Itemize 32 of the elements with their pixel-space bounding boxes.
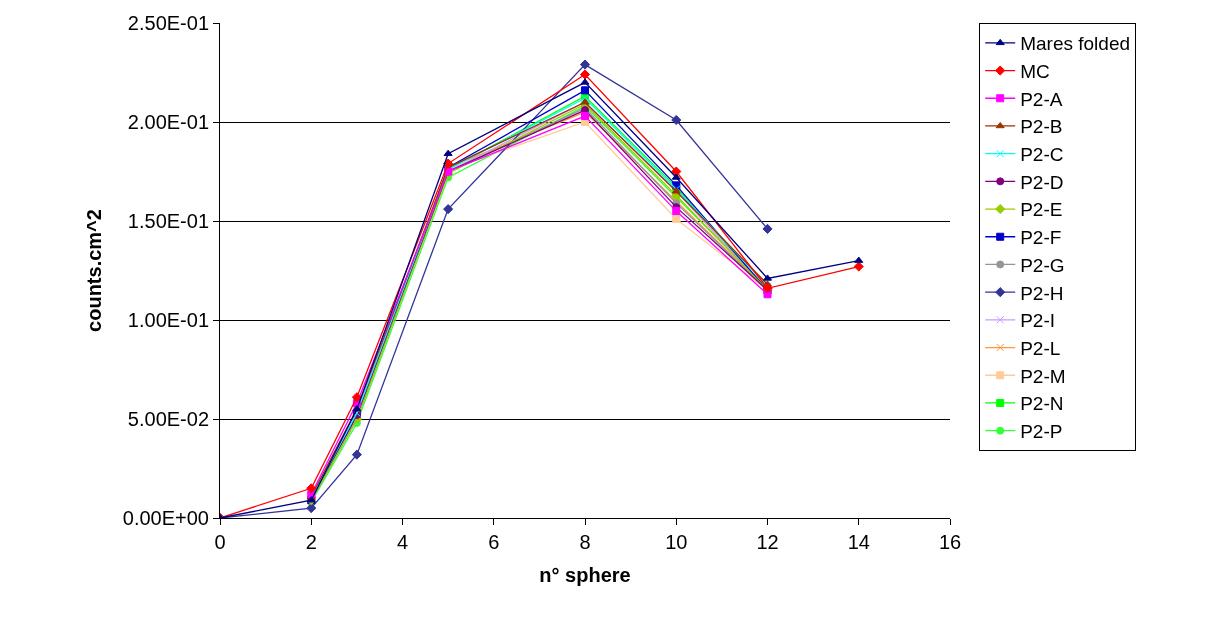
- legend-label: MC: [1020, 60, 1050, 82]
- y-tick-label: 2.50E-01: [127, 12, 209, 34]
- y-tick-label: 2.00E-01: [127, 111, 209, 133]
- legend-label: P2-C: [1020, 144, 1064, 166]
- legend-label: P2-A: [1020, 88, 1063, 110]
- y-tick-label: 5.00E-02: [127, 408, 209, 430]
- x-tick-label: 8: [579, 531, 591, 553]
- x-tick-label: 6: [488, 531, 500, 553]
- legend-label: Mares folded: [1020, 33, 1131, 55]
- x-axis-title: n° sphere: [539, 563, 631, 586]
- legend-label: P2-F: [1020, 227, 1062, 249]
- y-tick-label: 1.50E-01: [127, 210, 209, 232]
- x-tick-label: 14: [847, 531, 870, 553]
- legend-label: P2-P: [1020, 421, 1063, 443]
- x-tick-label: 16: [938, 531, 962, 553]
- x-tick-label: 0: [214, 531, 226, 553]
- legend-label: P2-I: [1020, 310, 1056, 332]
- legend-label: P2-H: [1020, 282, 1064, 304]
- y-axis-title: counts.cm^2: [83, 209, 106, 332]
- legend-label: P2-E: [1020, 199, 1063, 221]
- legend-label: P2-G: [1020, 254, 1065, 276]
- x-tick-label: 4: [396, 531, 409, 553]
- x-tick-label: 12: [756, 531, 779, 553]
- y-tick-label: 0.00E+00: [122, 507, 209, 529]
- x-tick-label: 10: [665, 531, 688, 553]
- legend-label: P2-B: [1020, 116, 1063, 138]
- legend-label: P2-N: [1020, 393, 1064, 415]
- legend-label: P2-M: [1020, 365, 1066, 387]
- x-tick-label: 2: [305, 531, 317, 553]
- legend-label: P2-L: [1020, 337, 1061, 359]
- y-tick-label: 1.00E-01: [127, 309, 209, 331]
- legend-label: P2-D: [1020, 171, 1064, 193]
